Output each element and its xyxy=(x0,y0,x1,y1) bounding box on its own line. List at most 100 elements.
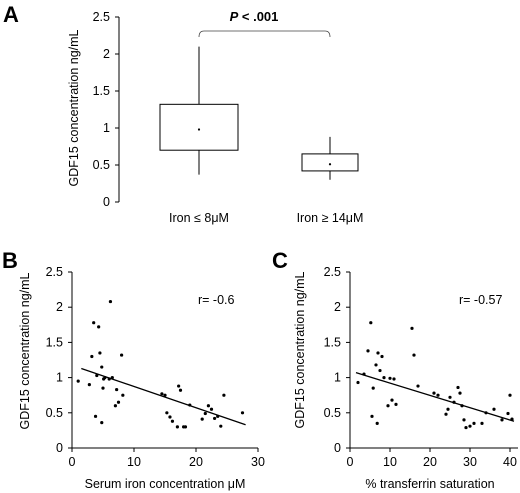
panel-b-data-point xyxy=(90,354,94,359)
panel-b-data-point xyxy=(76,379,80,383)
panel-b-data-point xyxy=(219,424,223,428)
panel-c-data-point xyxy=(374,363,378,367)
panel-c-data-point xyxy=(468,424,472,428)
panel-a-y-tick-label: 1.5 xyxy=(93,84,110,98)
panel-a-axes: 0 0.5 1 1.5 2 2.5 xyxy=(93,10,120,209)
panel-c-data-point xyxy=(432,391,436,395)
panel-c-data-point xyxy=(448,395,452,399)
panel-b-y-tick-label: 0.5 xyxy=(46,406,63,420)
panel-c-y-tick-label: 0.5 xyxy=(324,406,341,420)
panel-c-y-tick-label: 1.5 xyxy=(324,335,341,349)
panel-b-data-point xyxy=(108,299,113,304)
significance-bracket xyxy=(198,30,331,38)
panel-b-data-point xyxy=(98,351,102,355)
panel-c-data-point xyxy=(386,404,390,408)
panel-b-marks xyxy=(76,299,246,429)
panel-b-data-point xyxy=(168,415,172,419)
panel-b-correlation-label: r= -0.6 xyxy=(198,293,235,307)
box-median-dot xyxy=(328,163,332,166)
panel-a-letter: A xyxy=(3,2,19,27)
panel-b-scatter: 0 0.5 1 1.5 2 2.5 0 10 20 30 GDF15 concentration … xyxy=(18,265,265,491)
panel-b-y-tick-label: 2 xyxy=(56,300,63,314)
box-median-dot xyxy=(197,128,201,131)
panel-b-data-point xyxy=(97,325,101,329)
panel-c-x-tick-label: 0 xyxy=(347,455,354,469)
panel-a-boxplot: 0 0.5 1 1.5 2 2.5 Iron ≤ 8μM Iron ≥ 14μM GDF15… xyxy=(67,9,363,225)
panel-c-axes: 0 0.5 1 1.5 2 2.5 0 10 20 30 40 xyxy=(324,265,518,469)
panel-c-correlation-label: r= -0.57 xyxy=(459,293,502,307)
panel-c-data-point xyxy=(388,376,392,380)
panel-b-y-tick-label: 0 xyxy=(56,441,63,455)
panel-b-y-axis-label: GDF15 concentration ng/mL xyxy=(18,272,32,429)
panel-b-data-point xyxy=(121,393,125,397)
panel-a-category-label: Iron ≥ 14μM xyxy=(297,211,364,225)
p-value-text: < .001 xyxy=(238,9,278,24)
panel-c-data-point xyxy=(394,402,398,406)
panel-b-data-point xyxy=(165,411,169,415)
panel-b-data-point xyxy=(240,411,245,415)
panel-b-data-point xyxy=(87,383,91,387)
panel-b-data-point xyxy=(113,404,117,408)
panel-c-data-point xyxy=(500,418,504,422)
panel-b-data-point xyxy=(177,384,181,388)
panel-b-axes: 0 0.5 1 1.5 2 2.5 0 10 20 30 xyxy=(46,265,265,469)
panel-c-data-point xyxy=(369,321,373,325)
panel-b-data-point xyxy=(209,407,214,411)
p-value-annotation: P < .001 xyxy=(230,9,279,24)
panel-c-data-point xyxy=(472,421,476,425)
panel-b-x-tick-label: 10 xyxy=(127,455,141,469)
panel-b-x-axis-label: Serum iron concentration μM xyxy=(85,477,246,491)
panel-c-y-axis-label: GDF15 concentration ng/mL xyxy=(293,271,307,428)
panel-b-regression-line xyxy=(81,367,246,426)
panel-b-data-point xyxy=(160,392,164,396)
panel-c-data-point xyxy=(380,354,384,359)
panel-c-data-point xyxy=(462,418,466,422)
panel-c-y-tick-label: 2 xyxy=(334,300,341,314)
panel-b-data-point xyxy=(200,417,204,421)
panel-b-data-point xyxy=(100,365,104,369)
panel-c-data-point xyxy=(458,391,462,395)
panel-a-marks: Iron ≤ 8μM Iron ≥ 14μM xyxy=(159,30,364,225)
panel-c-x-axis-label: % transferrin saturation xyxy=(365,477,494,491)
panel-b-data-point xyxy=(92,321,96,325)
panel-b-data-point xyxy=(170,419,175,423)
panel-b-data-point xyxy=(206,404,210,408)
panel-b-x-tick-label: 30 xyxy=(251,455,265,469)
panel-c-data-point xyxy=(366,349,370,353)
panel-c-data-point xyxy=(375,421,379,425)
panel-b-data-point xyxy=(93,414,98,418)
panel-b-data-point xyxy=(120,353,124,357)
panel-b-data-point xyxy=(163,393,167,397)
p-value-symbol: P xyxy=(230,9,239,24)
panel-c-data-point xyxy=(376,351,380,355)
panel-c-data-point xyxy=(412,353,416,357)
panel-a-y-tick-label: 2 xyxy=(103,47,110,61)
box-iqr xyxy=(301,153,359,172)
panel-b-data-point xyxy=(203,411,207,416)
panel-b-letter: B xyxy=(2,248,18,273)
panel-c-y-tick-label: 0 xyxy=(334,441,341,455)
panel-c-y-tick-label: 2.5 xyxy=(324,265,341,279)
panel-c-data-point xyxy=(464,425,468,430)
panel-b-data-point xyxy=(100,421,104,425)
box-iqr xyxy=(159,103,239,151)
panel-c-data-point xyxy=(506,411,510,416)
panel-b-data-point xyxy=(116,400,121,404)
panel-c-data-point xyxy=(390,398,394,402)
panel-a-y-axis-label: GDF15 concentration ng/mL xyxy=(67,29,81,186)
panel-c-data-point xyxy=(392,377,396,381)
panel-a-y-tick-label: 1 xyxy=(103,121,110,135)
panel-a-y-tick-label: 2.5 xyxy=(93,10,110,24)
panel-b-data-point xyxy=(222,393,226,397)
panel-c-marks xyxy=(355,321,515,430)
panel-c-data-point xyxy=(508,393,512,397)
panel-a-y-tick-label: 0.5 xyxy=(93,158,110,172)
panel-a-y-tick-label: 0 xyxy=(103,195,110,209)
panel-b-data-point xyxy=(213,416,217,421)
panel-b-x-tick-label: 0 xyxy=(69,455,76,469)
panel-c-x-tick-label: 10 xyxy=(383,455,397,469)
panel-c-data-point xyxy=(446,407,450,411)
panel-b-y-tick-label: 1.5 xyxy=(46,335,63,349)
panel-b-x-tick-label: 20 xyxy=(189,455,203,469)
panel-c-y-tick-label: 1 xyxy=(334,371,341,385)
